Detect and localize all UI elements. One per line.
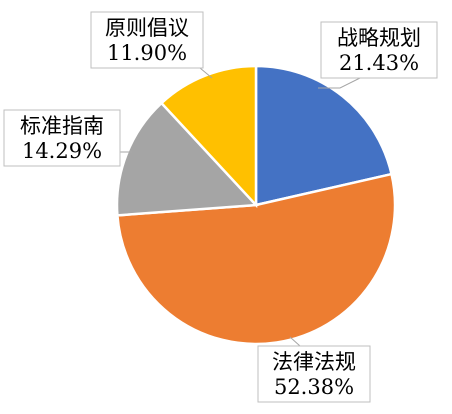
data-label-box xyxy=(320,21,438,79)
data-label-box xyxy=(3,109,121,167)
leader-line-principles xyxy=(199,67,213,79)
pie-slice-standards xyxy=(115,101,259,217)
data-label-box xyxy=(257,345,371,403)
percent-label: 52.38% xyxy=(274,375,354,399)
pie-slices xyxy=(115,64,397,346)
leader-line-law xyxy=(289,336,301,347)
category-label: 标准指南 xyxy=(20,114,104,138)
percent-label: 14.29% xyxy=(22,139,102,163)
category-label: 战略规划 xyxy=(337,26,421,50)
percent-label: 11.90% xyxy=(107,41,187,65)
pie-slice-strategy xyxy=(254,64,394,207)
leader-line-strategy xyxy=(318,77,361,89)
percent-label: 21.43% xyxy=(339,51,419,75)
pie-slice-principles xyxy=(159,64,258,209)
category-label: 法律法规 xyxy=(272,350,356,374)
data-label-box xyxy=(90,11,204,69)
leader-lines xyxy=(120,67,361,347)
pie-slice-law xyxy=(116,172,397,346)
category-label: 原则倡议 xyxy=(105,16,189,40)
